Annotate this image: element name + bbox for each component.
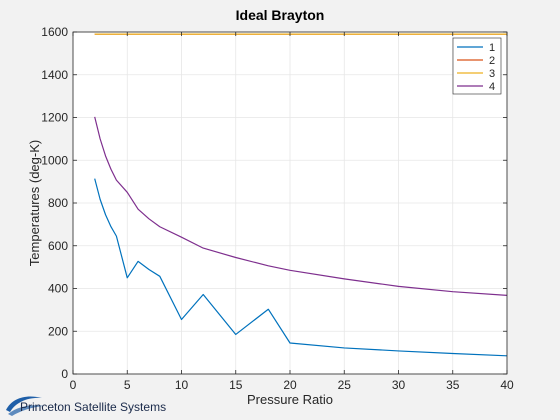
chart-title: Ideal Brayton	[236, 7, 325, 23]
legend-entry-1: 1	[489, 42, 495, 54]
princeton-logo-icon	[6, 396, 44, 416]
x-tick-label: 35	[446, 378, 460, 392]
series-line-1	[94, 178, 508, 357]
legend-entry-2: 2	[489, 55, 495, 67]
y-tick-label: 200	[48, 324, 68, 338]
axis-ticks: 0 5 10 15 20 25 30 35 40020040060080010001200140…	[41, 25, 514, 392]
series-group	[94, 33, 508, 357]
x-tick-label: 40	[500, 378, 514, 392]
x-tick-label: 20	[283, 378, 297, 392]
x-axis-label: Pressure Ratio	[247, 392, 333, 407]
y-tick-label: 800	[48, 196, 68, 210]
x-tick-label: 30	[392, 378, 406, 392]
y-axis-label: Temperatures (deg-K)	[27, 140, 42, 266]
x-tick-label: 25	[338, 378, 352, 392]
x-tick-label: 0	[70, 378, 77, 392]
y-tick-label: 1200	[41, 111, 68, 125]
y-tick-label: 0	[61, 367, 68, 381]
x-tick-label: 10	[175, 378, 189, 392]
logo-text: Princeton Satellite Systems	[20, 400, 167, 414]
y-tick-label: 1000	[41, 153, 68, 167]
y-tick-label: 400	[48, 282, 68, 296]
y-tick-label: 600	[48, 239, 68, 253]
x-tick-label: 15	[229, 378, 243, 392]
y-tick-label: 1600	[41, 25, 68, 39]
y-tick-label: 1400	[41, 68, 68, 82]
series-line-4	[94, 116, 508, 296]
x-tick-label: 5	[124, 378, 131, 392]
legend-entry-3: 3	[489, 68, 495, 80]
legend-entry-4: 4	[489, 81, 495, 93]
